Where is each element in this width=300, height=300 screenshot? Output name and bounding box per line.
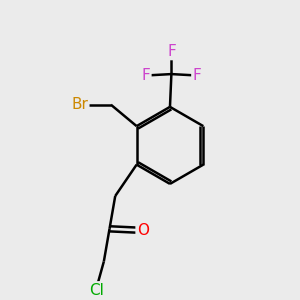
Text: Cl: Cl	[89, 283, 104, 298]
Text: F: F	[141, 68, 150, 83]
Text: F: F	[167, 44, 176, 59]
Text: O: O	[137, 223, 149, 238]
Text: Br: Br	[71, 97, 88, 112]
Text: F: F	[193, 68, 201, 83]
